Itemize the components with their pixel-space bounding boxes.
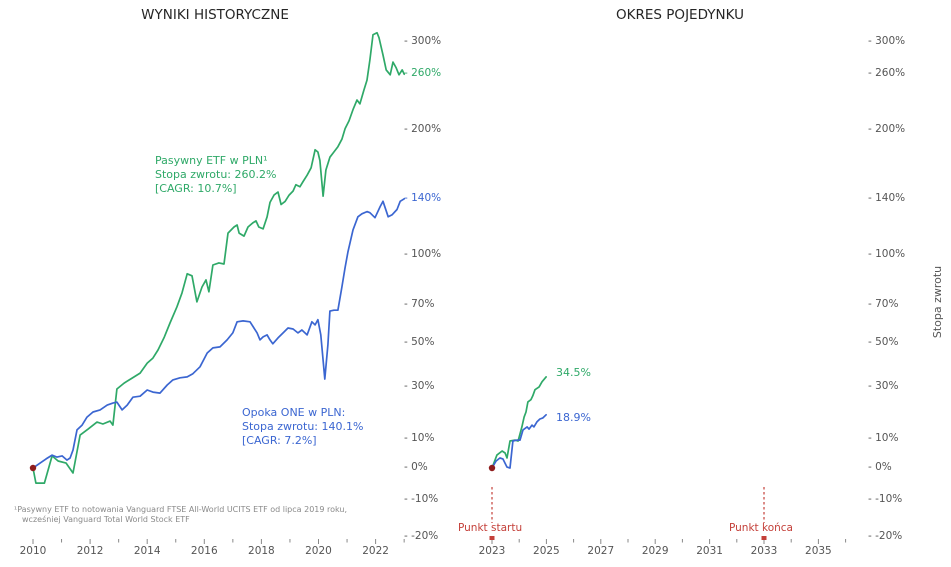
blue-series-line bbox=[491, 413, 547, 469]
y-tick-label: - 0% bbox=[404, 461, 428, 473]
y-tick-label: - 300% bbox=[868, 34, 906, 47]
start-point-dot bbox=[488, 464, 496, 472]
y-tick-label: - 0% bbox=[868, 461, 892, 473]
x-tick-label: 2023 bbox=[478, 545, 506, 557]
x-tick-label: 2022 bbox=[362, 545, 389, 557]
y-tick-label: - 10% bbox=[868, 431, 899, 444]
x-tick-label: 2014 bbox=[133, 545, 161, 557]
y-tick-label: - 140% bbox=[404, 191, 442, 204]
y-tick-label: - 260% bbox=[404, 67, 442, 80]
blue-annotation-line3: [CAGR: 7.2%] bbox=[242, 434, 317, 447]
x-tick-label: 2031 bbox=[696, 545, 723, 557]
y-tick-label: - -20% bbox=[404, 529, 439, 542]
y-tick-label: - 70% bbox=[868, 297, 899, 310]
y-tick-label: - 50% bbox=[404, 336, 435, 349]
y-tick-label: - 260% bbox=[868, 67, 906, 80]
y-tick-label: - 70% bbox=[404, 297, 435, 310]
blue-annotation-line2: Stopa zwrotu: 140.1% bbox=[242, 420, 364, 433]
y-tick-label: - 200% bbox=[404, 123, 442, 136]
blue-series-annotation: Opoka ONE w PLN: Stopa zwrotu: 140.1% [C… bbox=[242, 406, 363, 448]
y-tick-label: - 50% bbox=[868, 336, 899, 349]
x-tick-label: 2018 bbox=[248, 545, 275, 557]
y-tick-label: - 200% bbox=[868, 123, 906, 136]
x-tick-label: 2029 bbox=[641, 545, 669, 557]
y-tick-label: - -10% bbox=[404, 493, 439, 506]
left-chart-title: WYNIKI HISTORYCZNE bbox=[141, 7, 289, 23]
green-current-return-label: 34.5% bbox=[556, 366, 591, 379]
y-tick-label: - 140% bbox=[868, 191, 906, 204]
y-tick-label: - 10% bbox=[404, 431, 435, 444]
duel-marker-axis-square bbox=[489, 536, 495, 540]
x-tick-label: 2020 bbox=[305, 545, 332, 557]
duel-marker-axis-square bbox=[761, 536, 767, 540]
y-tick-label: - 100% bbox=[868, 247, 906, 260]
x-tick-label: 2027 bbox=[587, 545, 615, 557]
green-series-line bbox=[32, 31, 406, 484]
blue-current-return-label: 18.9% bbox=[556, 411, 591, 424]
y-tick-label: - 300% bbox=[404, 34, 442, 47]
blue-series-line bbox=[32, 197, 406, 469]
y-tick-label: - -20% bbox=[868, 529, 903, 542]
x-tick-label: 2016 bbox=[190, 545, 218, 557]
y-tick-label: - 100% bbox=[404, 247, 442, 260]
start-point-label: Punkt startu bbox=[458, 522, 523, 534]
footnote-line2: wcześniej Vanguard Total World Stock ETF bbox=[22, 515, 190, 524]
start-point-dot bbox=[29, 464, 37, 472]
end-point-label: Punkt końca bbox=[729, 522, 793, 534]
blue-annotation-line1: Opoka ONE w PLN: bbox=[242, 406, 346, 419]
x-tick-label: 2033 bbox=[750, 545, 778, 557]
green-annotation-line3: [CAGR: 10.7%] bbox=[155, 182, 237, 195]
x-tick-label: 2012 bbox=[76, 545, 104, 557]
green-series-annotation: Pasywny ETF w PLN¹ Stopa zwrotu: 260.2% … bbox=[155, 154, 276, 196]
green-annotation-line1: Pasywny ETF w PLN¹ bbox=[155, 154, 268, 167]
right-chart-title: OKRES POJEDYNKU bbox=[616, 7, 744, 23]
green-annotation-line2: Stopa zwrotu: 260.2% bbox=[155, 168, 277, 181]
y-tick-label: - -10% bbox=[868, 493, 903, 506]
y-tick-label: - 30% bbox=[868, 380, 899, 393]
x-tick-label: 2010 bbox=[19, 545, 47, 557]
x-tick-label: 2025 bbox=[533, 545, 560, 557]
y-tick-label: - 30% bbox=[404, 380, 435, 393]
green-series-line bbox=[491, 376, 547, 469]
x-tick-label: 2035 bbox=[805, 545, 832, 557]
y-axis-label: Stopa zwrotu bbox=[931, 265, 944, 339]
footnote-line1: ¹Pasywny ETF to notowania Vanguard FTSE … bbox=[14, 505, 348, 514]
